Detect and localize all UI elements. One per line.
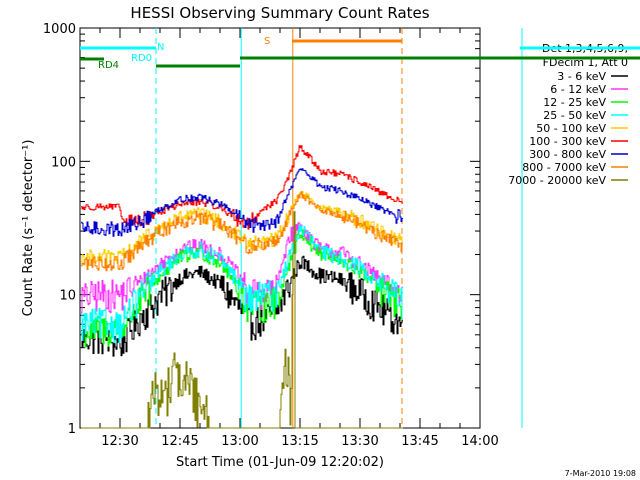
legend-entry-label: 6 - 12 keV (550, 83, 606, 96)
series-line (81, 168, 403, 237)
legend-entry-label: 12 - 25 keV (543, 96, 606, 109)
legend-entry-label: 3 - 6 keV (557, 70, 606, 83)
x-tick-label: 12:45 (161, 434, 198, 449)
y-tick-label: 10 (59, 289, 76, 304)
legend-entry-label: 800 - 7000 keV (522, 161, 606, 174)
legend-entry-label: 7000 - 20000 keV (508, 174, 606, 187)
series-line (81, 224, 403, 344)
y-axis-label: Count Rate (s⁻¹ detector⁻¹) (21, 140, 36, 317)
annotation-label: N (157, 42, 164, 53)
legend-entry-label: 25 - 50 keV (543, 109, 606, 122)
series-line (81, 229, 403, 348)
x-tick-label: 12:30 (101, 434, 138, 449)
x-tick-label: 14:00 (461, 434, 498, 449)
chart-title: HESSI Observing Summary Count Rates (130, 4, 429, 22)
y-tick-label: 1000 (43, 22, 76, 37)
series-line (81, 145, 403, 230)
legend-entry-label: 50 - 100 keV (536, 122, 606, 135)
y-tick-label: 100 (51, 155, 76, 170)
legend-entry-label: 100 - 300 keV (529, 135, 606, 148)
legend-entry-label: 300 - 800 keV (529, 148, 606, 161)
annotation-label: S (264, 36, 270, 47)
x-tick-label: 13:00 (221, 434, 258, 449)
footer-date: 7-Mar-2010 19:08 (565, 469, 636, 478)
series-line (81, 211, 403, 429)
x-tick-label: 13:15 (281, 434, 318, 449)
x-tick-label: 13:30 (341, 434, 378, 449)
series-line (81, 255, 403, 357)
x-tick-label: 13:45 (401, 434, 438, 449)
annotation-label: RD0 (131, 53, 152, 64)
x-axis-label: Start Time (01-Jun-09 12:20:02) (176, 455, 384, 470)
series-line (81, 191, 403, 272)
annotation-label: RD4 (98, 60, 119, 71)
y-tick-label: 1 (68, 422, 76, 437)
legend: Det 1,3,4,5,6,9, FDecim 1, Att 0 3 - 6 k… (508, 42, 628, 187)
plot-area: 1 10 100 1000 12:30 12:45 13:00 13:15 13:30 13:45… (43, 22, 640, 449)
